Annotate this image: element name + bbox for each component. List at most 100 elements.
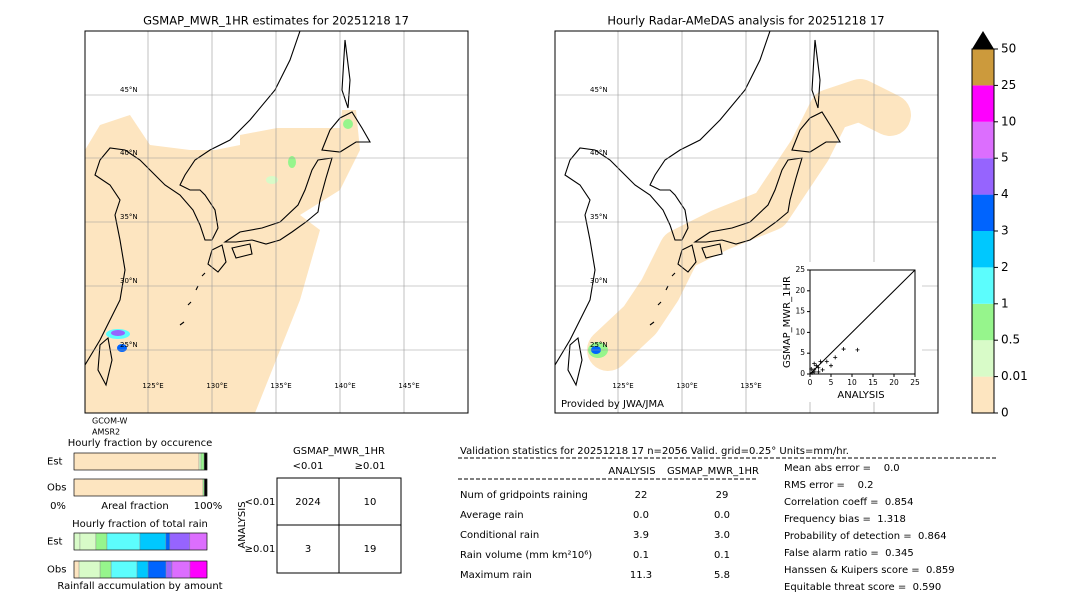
contingency-title: GSMAP_MWR_1HR — [293, 446, 385, 457]
scatter: 0 5 10 15 20 25 0 5 10 15 20 25 — [795, 265, 920, 387]
axis-label: Areal fraction — [101, 501, 168, 512]
occurrence-title: Hourly fraction by occurence — [68, 438, 212, 449]
lat-label: 35°N — [120, 213, 138, 221]
point — [841, 347, 846, 352]
row-title: ANALYSIS — [237, 501, 248, 548]
lat-label: 35°N — [590, 213, 608, 221]
lon-label: 130°E — [676, 382, 697, 390]
color-swatch — [972, 194, 994, 231]
color-swatch — [972, 121, 994, 159]
fraction-segment — [198, 452, 202, 471]
x-axis-label: ANALYSIS — [837, 390, 884, 401]
lat-label: 45°N — [120, 86, 138, 94]
color-swatch — [972, 303, 994, 341]
stat-label: Rain volume (mm km²10⁶) — [460, 550, 592, 561]
x-tick-label: 5 — [829, 378, 834, 387]
point — [816, 369, 821, 374]
lat-label: 25°N — [590, 341, 608, 349]
colorbar-label: 50 — [1001, 42, 1016, 56]
colorbar-label: 4 — [1001, 187, 1009, 201]
lon-label: 145°E — [398, 382, 419, 390]
fraction-segment — [73, 560, 80, 579]
lat-label: 45°N — [590, 86, 608, 94]
x-tick-label: 20 — [889, 378, 899, 387]
x-tick-label: 10 — [847, 378, 857, 387]
fraction-segment — [165, 532, 171, 551]
point — [812, 361, 817, 366]
cell: 2024 — [295, 497, 320, 508]
point — [829, 363, 833, 368]
map-title: GSMAP_MWR_1HR estimates for 20251218 17 — [143, 14, 409, 28]
y-tick-label: 0 — [800, 369, 805, 378]
color-swatch — [972, 376, 994, 413]
fraction-segment — [169, 532, 191, 551]
fraction-segment — [106, 532, 141, 551]
stat-value: 5.8 — [714, 570, 730, 581]
lon-label: 125°E — [142, 382, 163, 390]
stat-label: Average rain — [460, 510, 524, 521]
stat-label: Num of gridpoints raining — [460, 490, 588, 501]
bar-frame — [73, 478, 208, 497]
score: Mean abs error = 0.0 — [784, 463, 900, 474]
row-label: Est — [47, 457, 63, 468]
lat-label: 40°N — [590, 149, 608, 157]
validation-table: Num of gridpoints raining 22 29 Average rai… — [460, 463, 955, 593]
row-label: Obs — [47, 483, 66, 494]
color-swatch — [972, 158, 994, 195]
stat-value: 3.0 — [714, 530, 730, 541]
color-swatch — [972, 267, 994, 304]
fraction-segment — [204, 478, 208, 497]
y-tick-label: 15 — [795, 307, 805, 316]
estimate-map — [85, 31, 371, 413]
colorbar: 0 0.01 0.5 1 2 3 4 5 10 25 50 — [971, 31, 1028, 420]
point — [816, 365, 821, 370]
stat-value: 29 — [716, 490, 729, 501]
score: False alarm ratio = 0.345 — [784, 548, 914, 559]
point — [824, 359, 829, 364]
map-frame — [84, 30, 469, 414]
stat-value: 0.1 — [633, 550, 649, 561]
lon-label: 125°E — [612, 382, 633, 390]
fraction-bars: Est Obs Est Obs — [47, 452, 208, 579]
fraction-segment — [147, 560, 167, 579]
plot-frame — [809, 269, 916, 375]
bar-frame — [73, 560, 208, 579]
stat-value: 0.1 — [714, 550, 730, 561]
fraction-segment — [78, 560, 101, 579]
fraction-segment — [79, 532, 97, 551]
fraction-segment — [165, 560, 173, 579]
point — [812, 367, 817, 372]
cell: 10 — [364, 497, 377, 508]
lat-label: 30°N — [590, 277, 608, 285]
color-swatch — [972, 49, 994, 86]
x-tick-label: 25 — [910, 378, 920, 387]
column-header: ANALYSIS — [608, 466, 655, 477]
row-label: <0.01 — [245, 497, 276, 508]
total-rain-title: Hourly fraction of total rain — [72, 519, 208, 530]
point — [808, 372, 812, 376]
colorbar-label: 0 — [1001, 406, 1009, 420]
point — [833, 355, 838, 360]
point — [809, 367, 814, 372]
y-tick-label: 10 — [795, 327, 805, 336]
validation-header: Validation statistics for 20251218 17 n=… — [460, 446, 849, 457]
fraction-segment — [171, 560, 191, 579]
lat-label: 30°N — [120, 277, 138, 285]
map-frame — [554, 30, 939, 414]
stat-value: 0.0 — [633, 510, 649, 521]
credit: Provided by JWA/JMA — [561, 399, 664, 410]
fraction-segment — [95, 532, 108, 551]
score: Equitable threat score = 0.590 — [784, 582, 941, 593]
cell: 3 — [305, 544, 311, 555]
stat-label: Maximum rain — [460, 570, 532, 581]
colorbar-label: 0.01 — [1001, 369, 1028, 383]
axis-label: 100% — [194, 501, 223, 512]
fraction-segment — [200, 452, 205, 471]
point — [810, 370, 815, 375]
colorbar-label: 3 — [1001, 224, 1009, 238]
fraction-segment — [139, 532, 167, 551]
sensor: AMSR2 — [92, 428, 120, 437]
stat-value: 22 — [635, 490, 648, 501]
lon-label: 140°E — [334, 382, 355, 390]
fraction-segment — [189, 532, 208, 551]
